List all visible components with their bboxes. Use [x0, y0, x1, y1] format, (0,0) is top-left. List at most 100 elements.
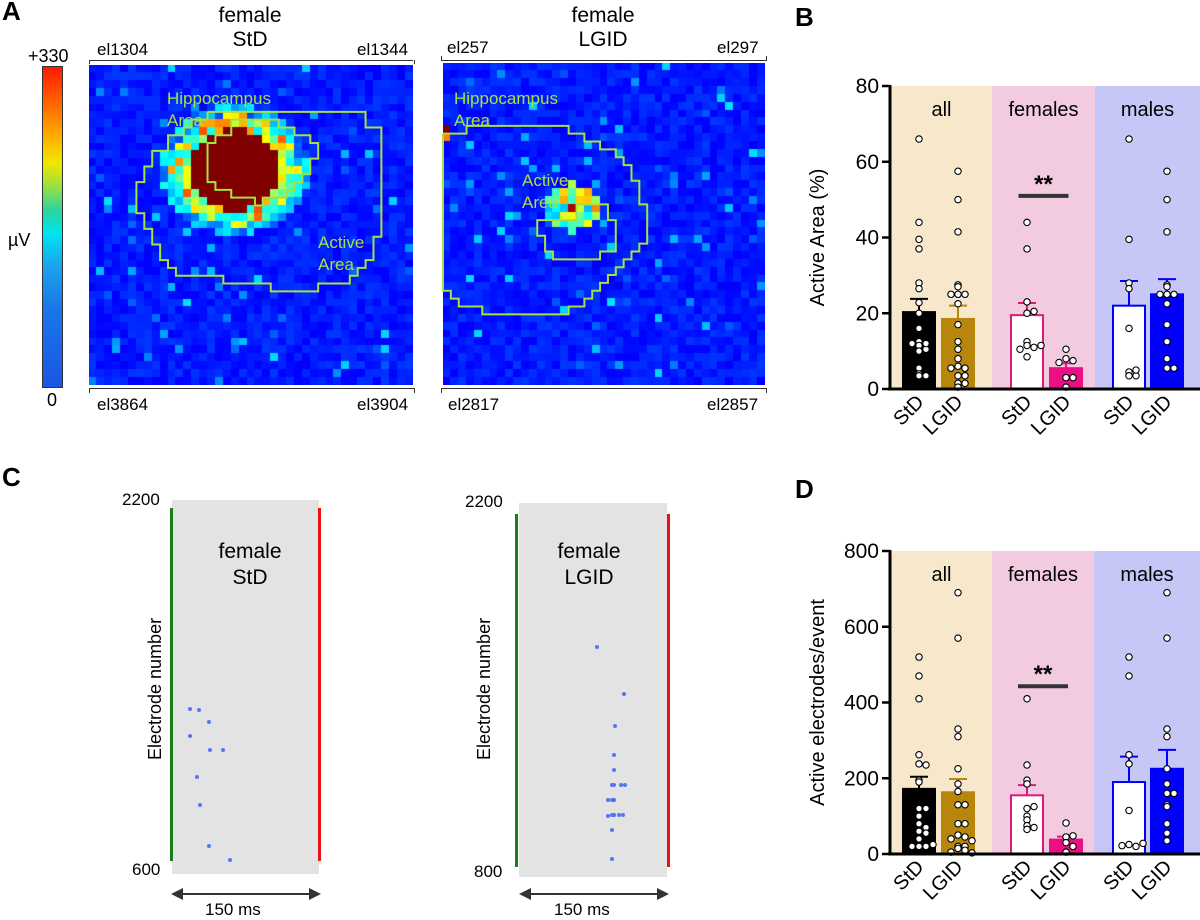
- data-point: [1170, 290, 1178, 299]
- data-point: [1023, 341, 1031, 350]
- data-point: [908, 339, 916, 348]
- spike-dot: [208, 748, 212, 752]
- data-point: [1163, 732, 1171, 741]
- label-word: Area: [454, 111, 490, 130]
- y-tick-label: 20: [856, 302, 879, 325]
- y-axis-label: Electrode number: [145, 617, 165, 760]
- data-point: [915, 778, 923, 786]
- panel-letter-a: A: [2, 0, 21, 26]
- raster-background: [519, 503, 667, 877]
- data-point: [1125, 235, 1133, 244]
- data-point: [1125, 324, 1133, 333]
- significance-label: **: [1034, 171, 1053, 198]
- spike-dot: [188, 734, 192, 738]
- data-point: [954, 819, 962, 828]
- spike-dot: [621, 813, 625, 817]
- data-point: [1062, 345, 1070, 353]
- data-point: [1125, 806, 1133, 815]
- data-point: [1030, 307, 1038, 316]
- group-label-all: all: [931, 564, 951, 586]
- data-point: [915, 347, 923, 355]
- data-point: [961, 290, 969, 299]
- data-point: [1023, 825, 1031, 834]
- group-background-males: [1095, 86, 1200, 389]
- data-point: [1125, 371, 1133, 380]
- data-point: [1163, 282, 1171, 291]
- data-point: [1163, 300, 1171, 308]
- data-point: [954, 801, 962, 809]
- data-point: [922, 761, 930, 769]
- spike-dot: [188, 707, 192, 711]
- data-point: [961, 833, 969, 841]
- top-bracket-line: [89, 60, 413, 61]
- data-point: [1030, 343, 1038, 352]
- data-point: [922, 339, 930, 348]
- y-bottom-label: 600: [132, 860, 161, 879]
- heatmap-female-lgid: [443, 63, 765, 385]
- hippocampus-area-label: Hippocampus Area: [167, 88, 271, 132]
- data-point: [954, 167, 962, 175]
- data-point: [1062, 838, 1070, 847]
- data-point: [954, 195, 962, 204]
- data-point: [1125, 135, 1133, 143]
- map-title-line2: LGID: [578, 28, 628, 51]
- data-point: [1163, 588, 1171, 597]
- data-point: [1023, 780, 1031, 788]
- data-point: [922, 829, 930, 837]
- data-point: [1163, 789, 1171, 798]
- top-bracket: [441, 56, 767, 61]
- group-label-males: males: [1120, 564, 1173, 586]
- data-point: [915, 819, 923, 828]
- data-point: [1163, 320, 1171, 329]
- data-point: [915, 371, 923, 380]
- y-tick-label: 0: [867, 378, 879, 401]
- data-point: [947, 364, 955, 372]
- data-point: [954, 282, 962, 291]
- spike-dot: [228, 858, 232, 862]
- data-point: [954, 588, 962, 597]
- x-tick-label: LGID: [919, 391, 968, 440]
- event-start-line: [170, 508, 173, 861]
- event-end-line: [318, 508, 321, 861]
- data-point: [1163, 634, 1171, 642]
- group-label-males: males: [1121, 99, 1174, 121]
- data-point: [1037, 341, 1045, 350]
- data-point: [968, 836, 976, 845]
- data-point: [1069, 832, 1077, 840]
- data-point: [954, 732, 962, 741]
- top-bracket: [89, 60, 415, 64]
- event-end-line: [667, 514, 670, 867]
- contour-overlay: [442, 124, 649, 316]
- data-point: [954, 362, 962, 371]
- data-point: [915, 135, 923, 143]
- group-background-males: [1094, 551, 1200, 854]
- data-point: [1023, 761, 1031, 769]
- data-point: [1118, 841, 1126, 850]
- data-point: [1139, 839, 1147, 848]
- colorbar: [42, 66, 63, 388]
- data-point: [1163, 354, 1171, 363]
- y-axis-label: Active Area (%): [807, 169, 829, 307]
- data-point: [1163, 780, 1171, 788]
- spike-dot: [207, 844, 211, 848]
- contour-overlay: [135, 110, 383, 293]
- time-scale-label: 150 ms: [554, 900, 610, 919]
- data-point: [1163, 195, 1171, 204]
- raster-plot-std: [188, 707, 232, 862]
- electrode-label-bottom-left: el3864: [97, 395, 149, 414]
- spike-dot: [606, 814, 610, 818]
- event-start-line: [515, 514, 518, 867]
- spike-dot: [612, 753, 616, 757]
- data-point: [908, 842, 916, 851]
- data-point: [915, 309, 923, 317]
- spike-dot: [610, 828, 614, 832]
- data-point: [915, 653, 923, 661]
- label-word: Area: [167, 111, 203, 130]
- spike-dot: [613, 724, 617, 728]
- data-point: [1132, 366, 1140, 374]
- spike-dot: [221, 748, 225, 752]
- spike-dot: [611, 798, 615, 802]
- data-point: [954, 345, 962, 353]
- colorbar-unit-label: µV: [8, 230, 31, 250]
- data-point: [1156, 290, 1164, 299]
